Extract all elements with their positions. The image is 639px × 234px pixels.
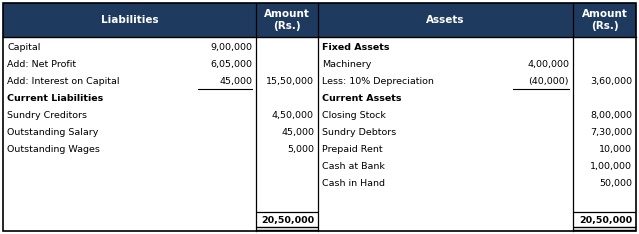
- Text: (40,000): (40,000): [528, 77, 569, 86]
- Text: Less: 10% Depreciation: Less: 10% Depreciation: [322, 77, 434, 86]
- Text: Capital: Capital: [7, 43, 40, 52]
- Text: Liabilities: Liabilities: [101, 15, 158, 25]
- Text: 4,00,000: 4,00,000: [527, 60, 569, 69]
- Text: Outstanding Wages: Outstanding Wages: [7, 145, 100, 154]
- Text: Add: Net Profit: Add: Net Profit: [7, 60, 76, 69]
- Text: 20,50,000: 20,50,000: [579, 216, 632, 224]
- Text: Closing Stock: Closing Stock: [322, 111, 386, 120]
- Text: 4,50,000: 4,50,000: [272, 111, 314, 120]
- Text: 45,000: 45,000: [281, 128, 314, 137]
- Text: Cash at Bank: Cash at Bank: [322, 162, 385, 171]
- Text: 1,00,000: 1,00,000: [590, 162, 632, 171]
- Text: Amount
(Rs.): Amount (Rs.): [581, 9, 627, 31]
- Text: 5,000: 5,000: [287, 145, 314, 154]
- Text: 45,000: 45,000: [219, 77, 252, 86]
- Text: Amount
(Rs.): Amount (Rs.): [264, 9, 310, 31]
- Text: Sundry Creditors: Sundry Creditors: [7, 111, 87, 120]
- Text: Fixed Assets: Fixed Assets: [322, 43, 390, 52]
- Text: 7,30,000: 7,30,000: [590, 128, 632, 137]
- Bar: [3, 3, 636, 37]
- Text: 50,000: 50,000: [599, 179, 632, 188]
- Text: Sundry Debtors: Sundry Debtors: [322, 128, 396, 137]
- Text: 6,05,000: 6,05,000: [210, 60, 252, 69]
- Text: Assets: Assets: [426, 15, 465, 25]
- Text: 8,00,000: 8,00,000: [590, 111, 632, 120]
- Text: 20,50,000: 20,50,000: [261, 216, 314, 224]
- Text: 9,00,000: 9,00,000: [210, 43, 252, 52]
- Text: Current Assets: Current Assets: [322, 94, 401, 103]
- Text: Cash in Hand: Cash in Hand: [322, 179, 385, 188]
- Text: 10,000: 10,000: [599, 145, 632, 154]
- Text: Prepaid Rent: Prepaid Rent: [322, 145, 383, 154]
- Text: 3,60,000: 3,60,000: [590, 77, 632, 86]
- Text: Outstanding Salary: Outstanding Salary: [7, 128, 98, 137]
- Text: Machinery: Machinery: [322, 60, 371, 69]
- Text: Add: Interest on Capital: Add: Interest on Capital: [7, 77, 119, 86]
- Text: Current Liabilities: Current Liabilities: [7, 94, 104, 103]
- Text: 15,50,000: 15,50,000: [266, 77, 314, 86]
